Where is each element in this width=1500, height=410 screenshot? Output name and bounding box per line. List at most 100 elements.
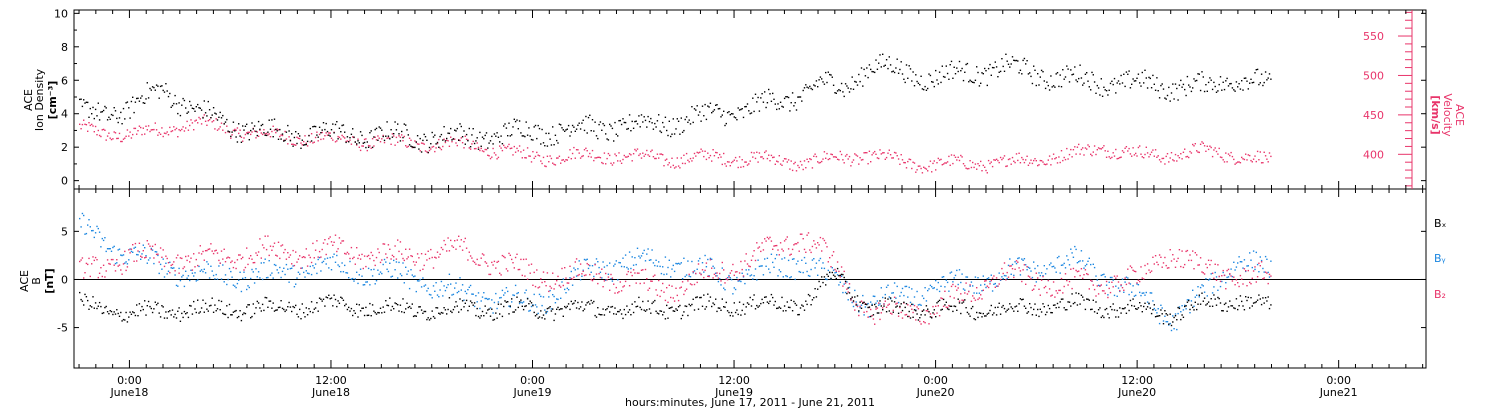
velocity-point — [418, 143, 420, 145]
density-point — [978, 85, 981, 87]
bx-point — [628, 309, 631, 311]
bz-point — [1080, 268, 1083, 270]
bz-point — [526, 278, 529, 280]
velocity-point — [316, 131, 318, 133]
density-point — [484, 134, 486, 137]
density-point — [1059, 74, 1061, 76]
bz-point — [583, 274, 586, 277]
by-point — [779, 271, 782, 273]
by-point — [230, 270, 232, 273]
velocity-point — [146, 129, 148, 131]
density-point — [1040, 69, 1043, 72]
density-point — [511, 134, 513, 136]
density-point — [268, 119, 270, 121]
by-point — [711, 258, 713, 260]
bottom-ylabel-line2: B — [30, 277, 43, 285]
velocity-point — [505, 147, 508, 149]
bx-point — [1223, 303, 1226, 306]
by-point — [964, 289, 966, 291]
by-point — [679, 263, 681, 265]
velocity-point — [479, 149, 481, 152]
velocity-point — [821, 160, 823, 163]
by-point — [870, 301, 872, 303]
bz-point — [807, 232, 810, 234]
density-point — [606, 138, 608, 140]
by-point — [1234, 269, 1236, 271]
density-point — [594, 121, 596, 123]
density-point — [405, 124, 407, 126]
density-point — [631, 120, 633, 123]
velocity-point — [589, 152, 591, 155]
bx-point — [901, 309, 904, 312]
velocity-point — [1009, 158, 1011, 160]
by-point — [140, 258, 142, 260]
bz-point — [411, 255, 413, 258]
velocity-point — [446, 139, 448, 141]
by-point — [561, 281, 563, 283]
by-point — [868, 316, 871, 318]
bx-point — [709, 296, 712, 298]
density-point — [772, 92, 774, 95]
by-point — [280, 276, 282, 279]
velocity-point — [677, 165, 680, 167]
by-point — [925, 300, 928, 302]
bx-point — [742, 303, 745, 306]
bz-point — [917, 308, 920, 310]
density-point — [798, 96, 800, 98]
velocity-point — [419, 150, 421, 152]
by-point — [1070, 248, 1072, 250]
by-point — [1203, 291, 1206, 293]
by-point — [136, 253, 138, 256]
density-point — [500, 135, 502, 137]
bx-point — [1047, 304, 1049, 307]
bx-point — [133, 312, 135, 314]
by-point — [424, 284, 427, 286]
density-point — [293, 136, 296, 139]
velocity-point — [516, 147, 518, 150]
velocity-point — [366, 149, 368, 152]
bz-point — [448, 250, 451, 252]
by-point — [94, 232, 97, 234]
density-point — [426, 139, 428, 141]
density-point — [644, 119, 647, 122]
by-point — [1136, 283, 1138, 285]
velocity-point — [170, 130, 172, 133]
bz-point — [607, 276, 610, 278]
density-point — [741, 108, 743, 110]
density-point — [785, 96, 787, 98]
bx-point — [1031, 314, 1034, 316]
velocity-point — [407, 145, 409, 148]
bx-point — [536, 313, 538, 316]
by-point — [1097, 284, 1100, 287]
velocity-point — [558, 155, 561, 157]
by-point — [174, 274, 176, 276]
velocity-point — [1132, 147, 1134, 149]
density-point — [590, 130, 592, 132]
velocity-point — [456, 144, 458, 147]
density-point — [708, 106, 710, 108]
density-point — [664, 116, 667, 118]
density-point — [497, 136, 500, 138]
by-point — [705, 266, 708, 268]
bx-point — [1076, 304, 1079, 306]
bz-point — [708, 275, 710, 278]
bx-point — [813, 297, 815, 299]
bx-point — [811, 299, 814, 301]
bx-point — [871, 304, 873, 306]
bx-point — [1104, 308, 1106, 311]
bx-point — [597, 307, 599, 309]
velocity-point — [122, 138, 125, 140]
bx-point — [1186, 301, 1189, 303]
bz-point — [136, 260, 138, 262]
bx-point — [348, 306, 350, 309]
by-point — [852, 305, 855, 308]
bx-point — [623, 308, 625, 311]
bx-point — [203, 311, 205, 313]
bx-point — [993, 312, 995, 314]
bz-point — [1054, 296, 1056, 298]
velocity-point — [1245, 153, 1247, 155]
bz-point — [1091, 280, 1093, 282]
bz-point — [378, 251, 380, 254]
bz-point — [394, 245, 396, 247]
velocity-point — [941, 164, 943, 166]
